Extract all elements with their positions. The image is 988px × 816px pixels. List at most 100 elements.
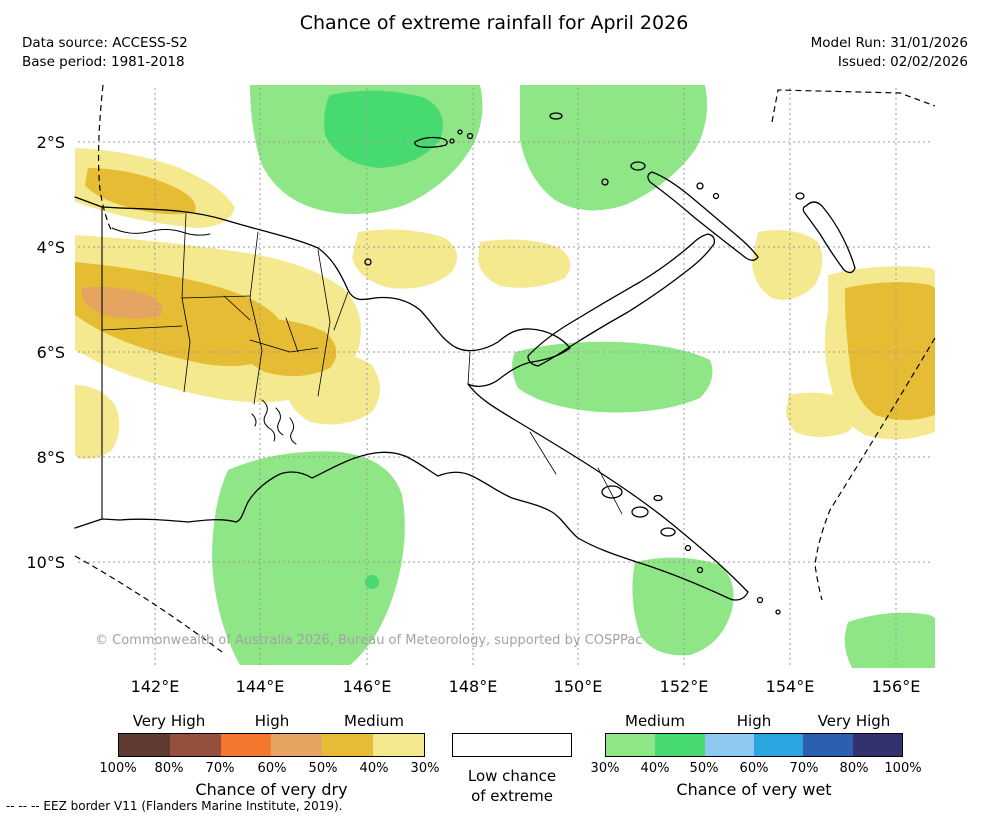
eez-border-line <box>814 337 936 601</box>
wet-legend-title: Chance of very wet <box>676 780 832 799</box>
island <box>449 138 455 144</box>
lat-tick-label: 10°S <box>26 553 65 572</box>
island <box>653 494 663 502</box>
lon-tick-label: 152°E <box>660 677 709 696</box>
eez-border-line <box>74 555 223 653</box>
wet-level-label: Very High <box>817 712 891 730</box>
province-borders <box>101 213 623 515</box>
axis-labels: 2°S 4°S 6°S 8°S 10°S 142°E 144°E 146°E 1… <box>26 133 920 696</box>
wet-pct-label: 80% <box>839 761 869 776</box>
dry-region <box>75 262 282 367</box>
page-title: Chance of extreme rainfall for April 202… <box>299 12 689 34</box>
island <box>601 485 623 499</box>
issued-text: Issued: 02/02/2026 <box>837 54 968 70</box>
dry-level-label: Very High <box>132 712 206 730</box>
wet-pct-label: 100% <box>884 761 922 776</box>
wet-colorbar-cell <box>704 734 754 756</box>
header-left: Data source: ACCESS-S2 Base period: 1981… <box>22 34 188 72</box>
island <box>631 506 649 518</box>
dry-colorbar-cell <box>119 734 170 756</box>
dry-pct-label: 70% <box>205 761 235 776</box>
island-bougainville <box>802 201 856 274</box>
island <box>696 566 704 574</box>
island <box>696 182 704 190</box>
dry-pct-label: 100% <box>99 761 137 776</box>
wet-pct-label: 70% <box>789 761 819 776</box>
dry-region <box>752 229 823 300</box>
island-new-britain <box>527 233 716 367</box>
wet-level-label: High <box>736 712 772 730</box>
dry-pct-label: 80% <box>154 761 184 776</box>
wet-region <box>324 90 443 168</box>
island <box>466 132 474 140</box>
wet-colorbar-cell <box>753 734 804 756</box>
lon-tick-label: 156°E <box>872 677 921 696</box>
wet-pct-label: 40% <box>640 761 670 776</box>
wet-colorbar-cell <box>655 734 705 756</box>
wet-pct-label: 60% <box>739 761 769 776</box>
eez-border-line <box>97 84 113 233</box>
wet-level-label: Medium <box>625 712 685 730</box>
wet-regions <box>212 85 935 668</box>
wet-colorbar-cell <box>606 734 656 756</box>
lon-tick-label: 154°E <box>766 677 815 696</box>
wet-region <box>844 612 935 668</box>
dry-region <box>75 385 120 459</box>
low-chance-box <box>452 733 572 757</box>
coastline-new-guinea <box>74 196 749 601</box>
dry-level-label: High <box>254 712 290 730</box>
wet-region <box>512 341 713 413</box>
dry-colorbar <box>118 733 425 757</box>
island <box>549 112 563 120</box>
island <box>795 192 805 200</box>
lon-tick-label: 142°E <box>131 677 180 696</box>
wet-pct-label: 30% <box>590 761 620 776</box>
lon-tick-label: 144°E <box>236 677 285 696</box>
dry-pct-label: 60% <box>257 761 287 776</box>
dry-colorbar-cell <box>373 734 424 756</box>
dry-colorbar-cell <box>322 734 374 756</box>
lat-tick-label: 4°S <box>37 238 65 257</box>
dry-region <box>845 282 935 420</box>
island <box>660 527 676 537</box>
lat-tick-label: 6°S <box>37 343 65 362</box>
lon-tick-label: 146°E <box>343 677 392 696</box>
island-manus <box>414 136 448 148</box>
dry-pct-label: 50% <box>308 761 338 776</box>
lat-tick-label: 2°S <box>37 133 65 152</box>
island <box>457 129 463 135</box>
island <box>684 544 692 552</box>
island <box>712 192 720 200</box>
coastlines <box>74 112 856 615</box>
eez-border-line <box>771 89 936 123</box>
legend-low: Low chance of extreme <box>452 733 572 806</box>
dry-pct-label: 30% <box>410 761 440 776</box>
eez-border-lines <box>74 84 936 653</box>
low-chance-label-line1: Low chance <box>467 767 557 785</box>
island <box>364 258 372 266</box>
island <box>630 161 646 171</box>
eez-border-note: -- -- -- EEZ border V11 (Flanders Marine… <box>6 799 343 813</box>
dry-legend-title: Chance of very dry <box>195 780 348 799</box>
dry-region <box>786 392 857 437</box>
legend-dry: Very High High Medium 100% 80% 70% 60% 5… <box>95 712 455 807</box>
legend-wet: Medium High Very High 30% 40% 50% 60% 70… <box>582 712 942 807</box>
dry-regions <box>75 148 935 459</box>
wet-colorbar-cell <box>803 734 853 756</box>
dry-pct-label: 40% <box>359 761 389 776</box>
rivers <box>111 227 297 445</box>
wet-region <box>632 557 734 656</box>
wet-pct-label: 50% <box>689 761 719 776</box>
island <box>601 178 609 186</box>
wet-region <box>520 85 708 211</box>
dry-region <box>478 239 571 288</box>
data-source-text: Data source: ACCESS-S2 <box>22 35 188 51</box>
dry-colorbar-cell <box>271 734 323 756</box>
wet-region <box>365 575 379 589</box>
header-right: Model Run: 31/01/2026 Issued: 02/02/2026 <box>811 34 968 72</box>
dry-region <box>85 168 196 215</box>
wet-colorbar-cell <box>852 734 902 756</box>
lon-tick-label: 150°E <box>554 677 603 696</box>
island-new-ireland <box>647 171 759 261</box>
grid <box>78 88 932 666</box>
